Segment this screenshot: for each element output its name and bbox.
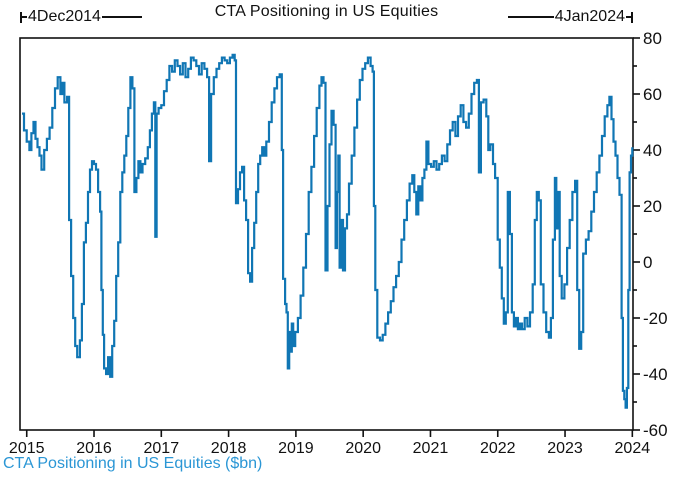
x-tick-label: 2017 bbox=[144, 440, 180, 457]
x-tick-label: 2016 bbox=[76, 440, 112, 457]
y-tick-label: 40 bbox=[643, 141, 662, 160]
y-tick-label: -60 bbox=[643, 421, 668, 440]
range-line bbox=[22, 16, 27, 18]
range-end-tick bbox=[631, 11, 633, 23]
x-tick-label: 2023 bbox=[547, 440, 583, 457]
range-start-tick bbox=[20, 11, 22, 23]
range-line bbox=[508, 16, 554, 18]
chart-title: CTA Positioning in US Equities bbox=[214, 3, 439, 20]
start-date-annotation: 4Dec2014 bbox=[20, 8, 142, 25]
x-tick-label: 2020 bbox=[345, 440, 381, 457]
y-tick-label: 80 bbox=[643, 29, 662, 48]
x-tick-label: 2015 bbox=[9, 440, 45, 457]
end-date-label: 4Jan2024 bbox=[554, 8, 625, 25]
y-tick-label: -40 bbox=[643, 365, 668, 384]
x-tick-label: 2021 bbox=[413, 440, 449, 457]
y-tick-label: 20 bbox=[643, 197, 662, 216]
y-tick-label: -20 bbox=[643, 309, 668, 328]
start-date-label: 4Dec2014 bbox=[28, 8, 101, 25]
y-tick-label: 0 bbox=[643, 253, 652, 272]
range-line bbox=[101, 16, 142, 18]
x-tick-label: 2022 bbox=[480, 440, 516, 457]
x-tick-label: 2018 bbox=[211, 440, 247, 457]
y-tick-label: 60 bbox=[643, 85, 662, 104]
end-date-annotation: 4Jan2024 bbox=[508, 8, 633, 25]
x-tick-label: 2024 bbox=[615, 440, 651, 457]
chart-caption: CTA Positioning in US Equities ($bn) bbox=[3, 455, 263, 472]
cta-positioning-line bbox=[22, 53, 634, 409]
x-tick-label: 2019 bbox=[278, 440, 314, 457]
range-line bbox=[626, 16, 631, 18]
